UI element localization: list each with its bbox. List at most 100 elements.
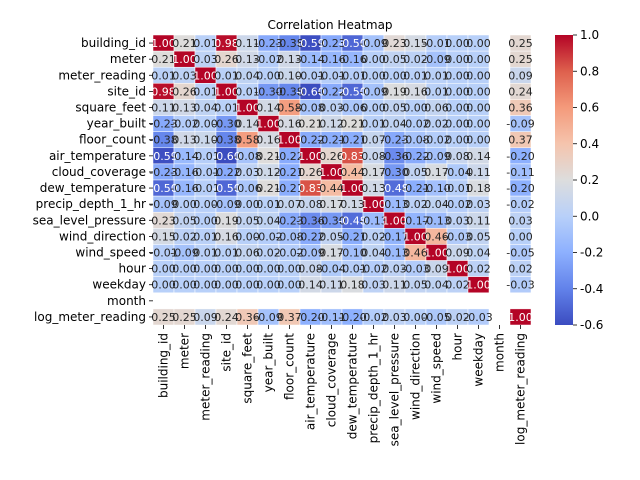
cell-value-label: 0.00	[361, 102, 386, 115]
cell-value-label: 0.25	[508, 53, 533, 66]
cell-value-label: -0.21	[317, 134, 345, 147]
heatmap-cell	[509, 276, 532, 294]
cell-value-label: 0.00	[235, 263, 260, 276]
cell-value-label: 0.05	[382, 102, 407, 115]
cell-value-label: 0.01	[151, 69, 176, 82]
colorbar-tick-label: -0.4	[580, 282, 603, 296]
cell-value-label: -0.30	[380, 166, 408, 179]
cell-value-label: 0.58	[277, 102, 302, 115]
cell-value-label: 0.08	[445, 150, 470, 163]
cell-value-label: 0.26	[319, 150, 344, 163]
cell-value-label: 0.13	[172, 134, 197, 147]
cell-value-label: -0.20	[338, 311, 366, 324]
cell-value-label: 0.44	[340, 166, 365, 179]
x-tick-label: weekday	[472, 333, 486, 387]
y-tick-label: month	[107, 294, 146, 308]
cell-value-label: 0.24	[214, 311, 239, 324]
cell-value-label: 0.16	[403, 85, 428, 98]
x-tick-label: log_meter_reading	[514, 333, 528, 445]
cell-value-label: 0.83	[340, 150, 365, 163]
colorbar-tick-label: 0.6	[580, 101, 599, 115]
cell-value-label: 0.00	[193, 198, 218, 211]
cell-value-label: 0.00	[445, 37, 470, 50]
colorbar-tick-label: 1.0	[580, 28, 599, 42]
cell-value-label: 0.10	[277, 69, 302, 82]
cell-value-label: -0.16	[338, 53, 366, 66]
cell-value-label: 0.01	[214, 247, 239, 260]
cell-value-label: -0.30	[317, 214, 345, 227]
y-tick-label: floor_count	[79, 133, 146, 147]
cell-value-label: -0.06	[233, 182, 261, 195]
cell-value-label: -0.16	[317, 53, 345, 66]
cell-value-label: 0.03	[319, 102, 344, 115]
cell-value-label: -0.20	[506, 182, 534, 195]
x-tick-label: wind_speed	[430, 333, 444, 404]
cell-value-label: 0.00	[151, 263, 176, 276]
cell-value-label: 0.14	[466, 150, 491, 163]
cell-value-label: -0.13	[380, 247, 408, 260]
cell-value-label: -0.09	[506, 118, 534, 131]
y-tick-label: meter_reading	[58, 68, 146, 82]
cell-value-label: 0.21	[172, 37, 197, 50]
colorbar-tick-label: 0.0	[580, 209, 599, 223]
cell-value-label: -0.23	[317, 37, 345, 50]
cell-value-label: 1.00	[235, 102, 260, 115]
y-tick-label: hour	[119, 262, 147, 276]
cell-value-label: -0.17	[380, 230, 408, 243]
cell-value-label: -0.23	[254, 37, 282, 50]
cell-value-label: 0.00	[466, 53, 491, 66]
x-tick-label: hour	[451, 333, 465, 361]
heatmap-cell	[467, 276, 490, 294]
cell-value-label: 1.00	[403, 230, 428, 243]
cell-value-label: 0.37	[277, 311, 302, 324]
cell-value-label: 0.37	[508, 134, 533, 147]
colorbar: -0.6 -0.4 -0.2 0.0 0.2 0.4 0.6 0.8 1.0	[555, 28, 603, 332]
cell-value-label: 0.01	[424, 85, 449, 98]
cell-value-label: 0.03	[466, 198, 491, 211]
cell-value-label: -0.36	[380, 150, 408, 163]
cell-value-label: 0.18	[340, 279, 365, 292]
cell-value-label: 0.00	[193, 263, 218, 276]
cell-value-label: 0.18	[466, 182, 491, 195]
cell-value-label: 0.00	[466, 134, 491, 147]
cell-value-label: -0.02	[443, 198, 471, 211]
cell-value-label: 1.00	[193, 69, 218, 82]
cell-value-label: 0.08	[298, 263, 323, 276]
cell-value-label: 0.01	[193, 37, 218, 50]
x-tick-label: sea_level_pressure	[388, 333, 402, 446]
cell-value-label: -0.36	[296, 214, 324, 227]
cell-value-label: -0.59	[149, 150, 177, 163]
cell-value-label: 0.00	[466, 69, 491, 82]
cell-value-label: 0.23	[382, 37, 407, 50]
cell-value-label: -0.01	[338, 69, 366, 82]
x-tick-label: building_id	[157, 333, 171, 398]
cell-value-label: -0.09	[212, 198, 240, 211]
cell-value-label: -0.21	[401, 182, 429, 195]
cell-value-label: -0.08	[275, 230, 303, 243]
cell-value-label: -0.05	[422, 311, 450, 324]
cell-value-label: 0.21	[298, 118, 323, 131]
cell-value-label: -0.05	[506, 247, 534, 260]
cell-value-label: 0.03	[508, 214, 533, 227]
cell-value-label: 0.00	[256, 279, 281, 292]
cell-value-label: -0.08	[296, 102, 324, 115]
cell-value-label: 0.00	[466, 102, 491, 115]
cell-value-label: 1.00	[382, 214, 407, 227]
cell-value-label: 0.00	[508, 230, 533, 243]
cell-value-label: 0.16	[214, 230, 239, 243]
cell-value-label: -0.08	[233, 150, 261, 163]
x-tick-label: floor_count	[283, 333, 297, 400]
cell-value-label: -0.02	[254, 230, 282, 243]
cell-value-label: -0.01	[296, 69, 324, 82]
cell-value-label: 0.36	[235, 311, 260, 324]
cell-value-label: 0.00	[214, 279, 239, 292]
cell-value-label: 0.15	[403, 37, 428, 50]
cell-value-label: 0.26	[172, 85, 197, 98]
cell-value-label: -0.02	[506, 198, 534, 211]
cell-value-label: 0.04	[235, 69, 260, 82]
x-tick-label: cloud_coverage	[325, 333, 339, 427]
cell-value-label: 0.02	[361, 230, 386, 243]
cell-value-label: 1.00	[361, 198, 386, 211]
cell-value-label: -0.23	[275, 214, 303, 227]
